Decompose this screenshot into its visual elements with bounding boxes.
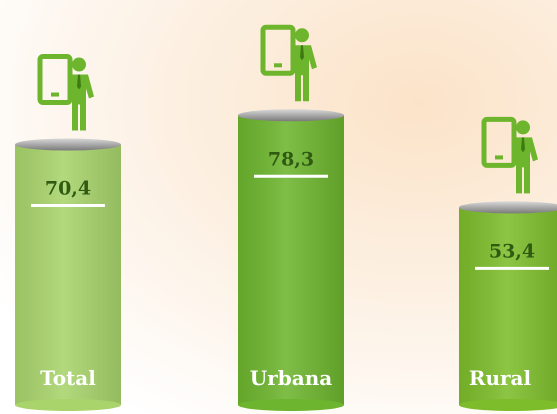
person-head [295,28,309,43]
bar-bottom [238,399,344,411]
person-tie [521,137,525,153]
person-head [516,120,530,135]
person-head [72,57,86,72]
person-body [70,74,94,131]
phone-person-icon [37,54,94,131]
category-label: Rural [469,366,532,390]
phone [481,116,517,168]
person-body [293,45,317,102]
bar-cap [459,201,557,214]
phone [260,24,296,76]
phone-person-icon [260,24,317,102]
bar-bottom [15,399,121,411]
value-label: 53,4 [489,240,535,262]
bar-cap [15,138,121,151]
category-label: Total [40,366,96,390]
phone-button [274,63,282,68]
bar-shade [459,207,557,405]
value-label: 78,3 [268,148,314,170]
phone-button [51,92,59,97]
phone-button [495,155,503,160]
bar-shade [15,144,121,405]
phone-person-icon [481,116,538,194]
bar-cap [238,109,344,122]
value-label: 70,4 [45,178,91,200]
bar-bottom [459,399,557,411]
phone [37,54,73,106]
category-label: Urbana [250,366,332,390]
person-body [514,137,538,194]
person-tie [300,45,304,61]
bar-shade [238,115,344,405]
person-tie [77,74,81,90]
